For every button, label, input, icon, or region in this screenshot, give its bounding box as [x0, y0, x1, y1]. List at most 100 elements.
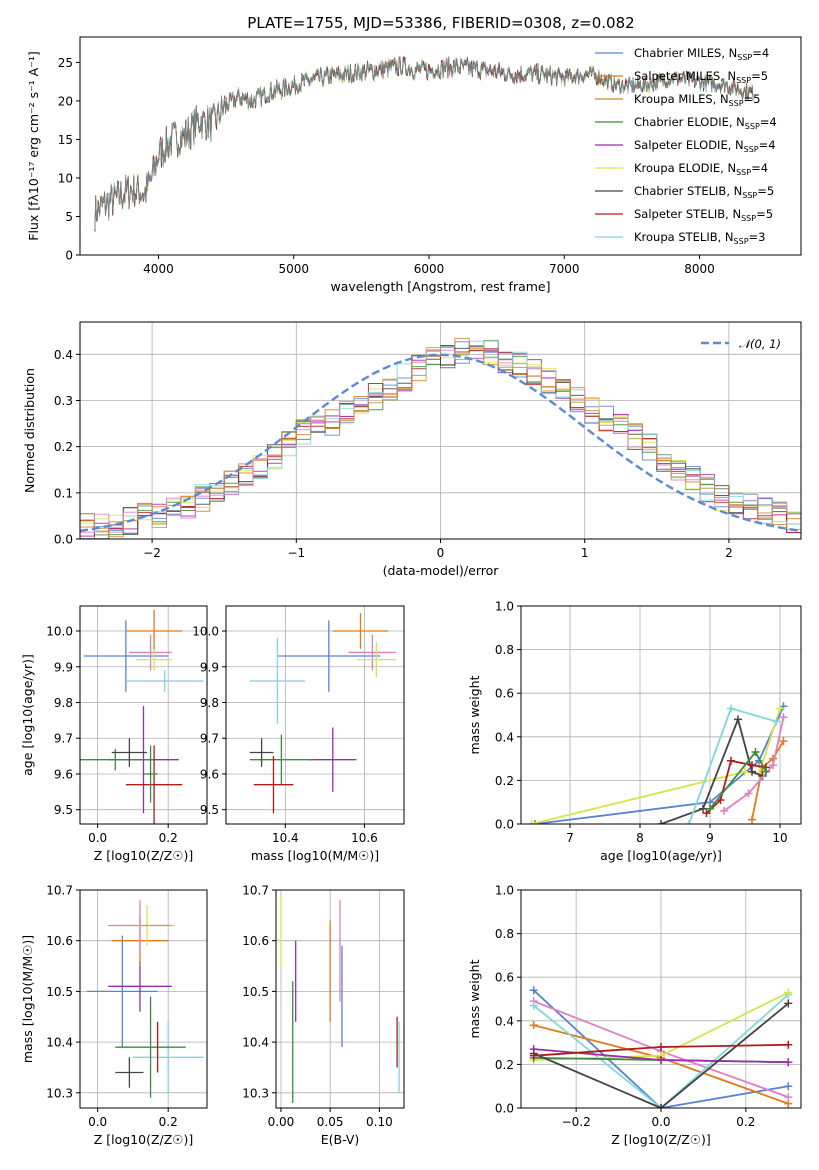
panel-massweight-vs-Z: −0.2 0.0 0.2 0.0 0.2 0.4 0.6 0.8 1.0 Z [log10(Z/Z… — [467, 884, 802, 1147]
legend-entry: Kroupa ELODIE, NSSP=4 — [634, 161, 768, 177]
mass-weight-series — [751, 740, 785, 820]
y-tick-label: 9.6 — [54, 767, 73, 781]
legend-entry: Salpeter STELIB, NSSP=5 — [634, 207, 773, 223]
plus-marker — [657, 820, 665, 824]
x-axis-label: age [log10(age/yr)] — [600, 848, 722, 863]
x-tick-label: 9 — [706, 831, 714, 845]
error-bar-point — [125, 609, 183, 653]
plus-marker — [702, 809, 711, 818]
y-tick-label: 9.5 — [200, 803, 219, 817]
y-tick-label: 0.2 — [495, 774, 514, 788]
x-tick-label: 2 — [725, 546, 733, 560]
plot-area — [94, 55, 754, 232]
legend-text: Salpeter STELIB, N — [634, 207, 741, 221]
legend-entry: Kroupa STELIB, NSSP=3 — [634, 230, 765, 246]
legend-text: Salpeter ELODIE, N — [634, 138, 744, 152]
plus-marker — [772, 717, 781, 726]
plus-marker — [784, 1082, 793, 1091]
y-axis-label: age [log10(age/yr)] — [20, 654, 35, 776]
error-bar-point — [108, 960, 172, 1012]
y-tick-label: 20 — [58, 94, 73, 108]
plus-marker — [699, 804, 707, 813]
error-bar-point — [108, 900, 172, 951]
error-bar-point — [115, 996, 186, 1098]
plot-area — [87, 900, 204, 1098]
legend-text: =5 — [757, 184, 774, 198]
plus-marker — [727, 756, 735, 765]
x-tick-label: −0.2 — [562, 1115, 591, 1129]
y-tick-label: 10.0 — [192, 625, 219, 639]
x-tick-label: 0.10 — [366, 1115, 393, 1129]
panel-mass-vs-Z: 0.0 0.2 10.3 10.4 10.5 10.6 10.7 Z [log10(Z/Z☉)… — [20, 884, 208, 1147]
plus-marker — [784, 1040, 793, 1049]
panel-spectrum: 4000 5000 6000 7000 8000 0 5 10 15 20 25 wavelength… — [26, 36, 802, 294]
x-tick-label: −1 — [287, 546, 305, 560]
y-tick-label: 0.4 — [54, 348, 73, 362]
plot-area — [80, 609, 204, 824]
plus-marker — [748, 815, 756, 824]
x-tick-label: −2 — [143, 546, 161, 560]
plus-marker — [779, 713, 788, 722]
y-tick-label: 10.5 — [242, 985, 269, 999]
error-bar-point — [125, 745, 183, 824]
normal-curve — [80, 353, 801, 533]
y-tick-label: 15 — [58, 133, 73, 147]
plus-marker — [527, 820, 536, 824]
y-tick-label: 10.4 — [46, 1036, 73, 1050]
legend-subscript: SSP — [734, 237, 749, 246]
y-tick-label: 0.2 — [54, 440, 73, 454]
x-tick-label: 0.2 — [159, 1115, 178, 1129]
legend-subscript: SSP — [741, 214, 756, 223]
error-bar-point — [129, 634, 172, 671]
x-tick-label: 0.0 — [88, 1115, 107, 1129]
legend-text: =5 — [756, 207, 773, 221]
histogram-series — [80, 337, 801, 538]
mass-weight-series — [705, 759, 767, 814]
y-tick-label: 0.0 — [495, 1102, 514, 1116]
error-bar-point — [136, 648, 172, 671]
x-tick-label: 10 — [772, 831, 787, 845]
mass-weight-series — [533, 1002, 789, 1108]
x-tick-label: 1 — [581, 546, 589, 560]
y-tick-label: 1.0 — [495, 600, 514, 614]
plot-area — [527, 702, 788, 824]
x-tick-label: 10.4 — [272, 831, 299, 845]
y-axis-label: mass weight — [467, 959, 482, 1038]
y-tick-label: 0.0 — [495, 818, 514, 832]
legend-text: =4 — [751, 161, 768, 175]
plus-marker — [769, 761, 777, 770]
legend-text: =4 — [759, 138, 776, 152]
y-tick-label: 10.6 — [242, 934, 269, 948]
y-tick-label: 0.6 — [495, 971, 514, 985]
error-bar-point — [253, 756, 294, 814]
plus-marker — [529, 986, 538, 995]
y-tick-label: 10 — [58, 171, 73, 185]
figure-title: PLATE=1755, MJD=53386, FIBERID=0308, z=0… — [247, 14, 634, 32]
plus-marker — [685, 820, 693, 824]
x-tick-label: 7000 — [549, 262, 580, 276]
x-axis-label: (data-model)/error — [383, 563, 500, 578]
legend-entry: 𝒩(0, 1) — [739, 337, 781, 351]
panel-massweight-vs-age: 7 8 9 10 0.0 0.2 0.4 0.6 0.8 1.0 age [log10(age/yr… — [467, 600, 802, 863]
plus-marker — [529, 1051, 538, 1060]
plot-area — [529, 986, 793, 1108]
legend-text: Chabrier ELODIE, N — [634, 115, 745, 129]
plot-area — [280, 895, 400, 1103]
y-axis-label: Flux [fλ10⁻¹⁷ erg cm⁻² s⁻¹ A⁻¹] — [26, 51, 41, 240]
panel-age-vs-mass: 10.4 10.6 9.5 9.6 9.7 9.8 9.9 10.0 mass [log10(M… — [192, 605, 405, 863]
y-axis-label: mass weight — [467, 675, 482, 754]
mass-weight-series — [534, 705, 785, 824]
y-tick-label: 0.6 — [495, 687, 514, 701]
plus-marker — [657, 1056, 665, 1065]
x-axis-label: wavelength [Angstrom, rest frame] — [330, 279, 550, 294]
error-bar-point — [143, 745, 158, 803]
plus-marker — [784, 988, 793, 997]
y-tick-label: 9.6 — [200, 767, 219, 781]
x-axis-label: Z [log10(Z/Z☉)] — [94, 848, 194, 863]
plus-marker — [741, 767, 749, 776]
plot-area — [249, 613, 397, 814]
plus-marker — [531, 820, 539, 824]
legend-subscript: SSP — [742, 191, 757, 200]
y-tick-label: 0.1 — [54, 486, 73, 500]
plus-marker — [734, 715, 742, 724]
